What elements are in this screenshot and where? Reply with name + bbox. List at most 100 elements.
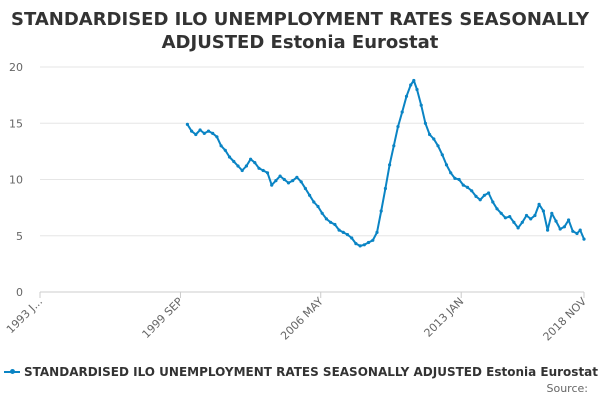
data-point[interactable] bbox=[337, 228, 341, 232]
data-point[interactable] bbox=[419, 103, 423, 107]
data-point[interactable] bbox=[371, 238, 375, 242]
data-point[interactable] bbox=[457, 177, 461, 182]
data-point[interactable] bbox=[499, 211, 503, 215]
data-point[interactable] bbox=[303, 186, 307, 191]
data-point[interactable] bbox=[550, 211, 554, 215]
data-point[interactable] bbox=[223, 148, 227, 152]
data-point[interactable] bbox=[409, 83, 413, 87]
data-point[interactable] bbox=[270, 183, 274, 187]
data-point[interactable] bbox=[412, 78, 416, 83]
data-point[interactable] bbox=[329, 220, 333, 224]
data-point[interactable] bbox=[202, 131, 206, 135]
series-line[interactable] bbox=[186, 79, 585, 247]
data-point[interactable] bbox=[520, 220, 524, 224]
data-point[interactable] bbox=[470, 189, 474, 193]
data-point[interactable] bbox=[546, 228, 550, 232]
data-point[interactable] bbox=[449, 171, 453, 175]
data-point[interactable] bbox=[291, 179, 295, 183]
legend-series-marker bbox=[4, 367, 20, 377]
data-point[interactable] bbox=[508, 215, 512, 219]
data-point[interactable] bbox=[350, 236, 354, 240]
data-point[interactable] bbox=[282, 177, 286, 182]
data-point[interactable] bbox=[388, 163, 392, 167]
data-point[interactable] bbox=[516, 226, 520, 230]
data-point[interactable] bbox=[320, 211, 324, 215]
data-point[interactable] bbox=[227, 155, 232, 159]
data-point[interactable] bbox=[396, 125, 400, 129]
data-point[interactable] bbox=[333, 222, 337, 227]
data-point[interactable] bbox=[541, 209, 546, 213]
data-point[interactable] bbox=[362, 243, 366, 247]
data-point[interactable] bbox=[253, 161, 257, 165]
data-point[interactable] bbox=[194, 132, 198, 137]
data-point[interactable] bbox=[461, 183, 465, 187]
data-point[interactable] bbox=[215, 135, 219, 139]
data-point[interactable] bbox=[316, 204, 320, 209]
data-point[interactable] bbox=[503, 216, 507, 220]
data-point[interactable] bbox=[257, 166, 261, 170]
data-point[interactable] bbox=[428, 132, 432, 137]
data-point[interactable] bbox=[558, 227, 562, 231]
data-point[interactable] bbox=[379, 209, 383, 213]
data-point[interactable] bbox=[474, 194, 478, 198]
data-point[interactable] bbox=[529, 217, 533, 221]
data-point[interactable] bbox=[261, 168, 265, 173]
data-point[interactable] bbox=[286, 181, 291, 185]
data-point[interactable] bbox=[244, 164, 248, 168]
data-point[interactable] bbox=[308, 193, 312, 197]
data-point[interactable] bbox=[219, 144, 223, 148]
data-point[interactable] bbox=[482, 193, 486, 197]
data-point[interactable] bbox=[299, 180, 303, 184]
data-point[interactable] bbox=[375, 230, 379, 234]
legend[interactable]: STANDARDISED ILO UNEMPLOYMENT RATES SEAS… bbox=[4, 365, 598, 379]
data-point[interactable] bbox=[232, 159, 236, 164]
data-point[interactable] bbox=[249, 157, 253, 161]
data-point[interactable] bbox=[345, 233, 350, 237]
data-point[interactable] bbox=[400, 110, 404, 114]
data-point[interactable] bbox=[190, 129, 194, 133]
data-point[interactable] bbox=[312, 200, 316, 204]
data-point[interactable] bbox=[578, 228, 582, 232]
data-point[interactable] bbox=[211, 131, 215, 135]
data-point[interactable] bbox=[575, 231, 579, 236]
data-point[interactable] bbox=[185, 122, 189, 126]
data-point[interactable] bbox=[240, 168, 244, 173]
data-point[interactable] bbox=[198, 128, 202, 132]
data-point[interactable] bbox=[324, 217, 328, 221]
data-point[interactable] bbox=[432, 137, 436, 141]
data-point[interactable] bbox=[440, 153, 444, 157]
data-point[interactable] bbox=[478, 198, 482, 202]
data-point[interactable] bbox=[571, 229, 575, 233]
data-point[interactable] bbox=[415, 87, 419, 92]
data-point[interactable] bbox=[562, 225, 567, 229]
data-point[interactable] bbox=[524, 213, 529, 218]
data-point[interactable] bbox=[354, 242, 358, 246]
data-point[interactable] bbox=[295, 175, 299, 179]
data-point[interactable] bbox=[512, 220, 516, 224]
data-point[interactable] bbox=[383, 186, 387, 191]
data-point[interactable] bbox=[453, 176, 457, 180]
data-point[interactable] bbox=[465, 185, 470, 189]
data-point[interactable] bbox=[206, 129, 211, 133]
x-tick-label: 1993 J... bbox=[4, 295, 45, 336]
data-point[interactable] bbox=[404, 94, 409, 98]
data-point[interactable] bbox=[537, 202, 541, 206]
data-point[interactable] bbox=[236, 164, 240, 168]
data-point[interactable] bbox=[567, 218, 571, 222]
data-point[interactable] bbox=[487, 191, 491, 195]
data-point[interactable] bbox=[423, 121, 427, 125]
data-point[interactable] bbox=[366, 240, 371, 245]
data-point[interactable] bbox=[265, 171, 270, 175]
data-point[interactable] bbox=[358, 244, 362, 248]
data-point[interactable] bbox=[491, 200, 495, 204]
data-point[interactable] bbox=[444, 163, 449, 167]
data-point[interactable] bbox=[392, 144, 396, 148]
data-point[interactable] bbox=[278, 174, 282, 178]
data-point[interactable] bbox=[341, 230, 345, 234]
data-point[interactable] bbox=[554, 219, 558, 223]
data-point[interactable] bbox=[436, 144, 440, 148]
data-point[interactable] bbox=[533, 213, 537, 218]
data-point[interactable] bbox=[582, 237, 586, 241]
data-point[interactable] bbox=[274, 179, 278, 183]
data-point[interactable] bbox=[495, 207, 499, 211]
